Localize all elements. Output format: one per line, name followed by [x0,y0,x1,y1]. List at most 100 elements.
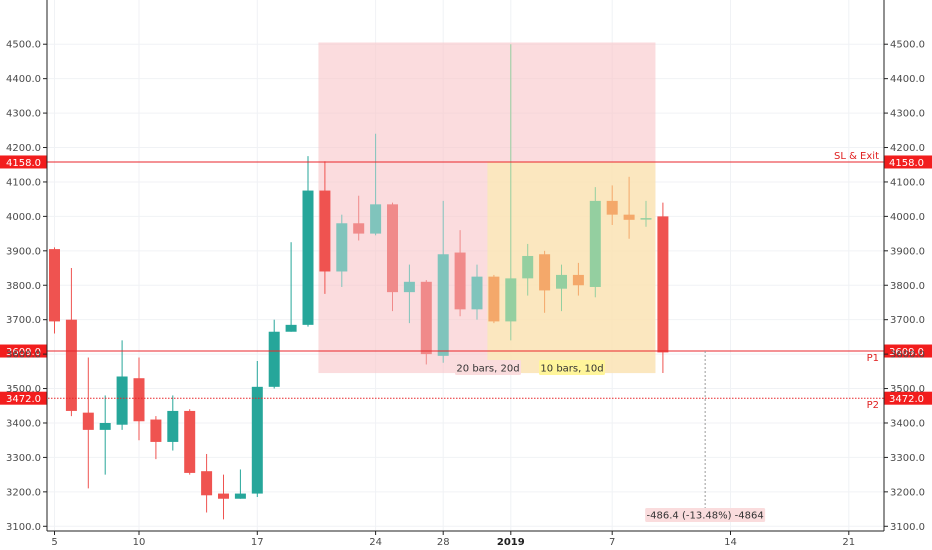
level-label: P1 [867,353,879,364]
candle[interactable] [657,202,669,374]
level-tag-left [0,391,47,405]
candle[interactable] [336,214,348,287]
candle[interactable] [184,409,196,475]
level-tag-left-text: 4158.0 [6,158,41,169]
candle-body [251,386,263,494]
x-tick-label: 14 [724,537,737,548]
candle[interactable] [572,262,584,296]
measure-label: -486.4 (-13.48%) -4864 [647,511,764,522]
candle[interactable] [302,156,314,327]
candle[interactable] [522,243,534,296]
candle[interactable] [420,280,432,365]
y-tick-label-right: 3700.0 [890,315,925,326]
candle-body [133,378,145,422]
candle[interactable] [471,264,483,320]
y-tick-label-right: 4200.0 [890,143,925,154]
candle-body [302,190,314,325]
measure-label-bg [645,508,766,522]
level-tag-left-text: 3609.0 [6,347,41,358]
zone-label-text: 20 bars, 20d [456,364,519,375]
y-tick-label-right: 4300.0 [890,109,925,120]
range-zone[interactable] [487,161,656,374]
axes: 3100.0 3100.0 3200.0 3200.0 3300.0 3300.0 3400… [6,0,925,548]
level-tag-right-text: 3609.0 [889,347,924,358]
level-tag-right [884,155,932,169]
candle[interactable] [218,474,229,520]
candle-body [572,274,584,286]
y-tick-label-right: 3100.0 [890,522,925,533]
candle-body [49,249,60,322]
candle[interactable] [65,268,77,417]
candle[interactable] [505,44,517,341]
candle[interactable] [387,202,398,312]
candle[interactable] [539,250,551,313]
price-level[interactable]: 3472.0 3472.0 P2 [0,391,932,412]
price-levels[interactable]: 4158.0 4158.0 SL & Exit 3609.0 3609.0 P1 3472.… [0,151,932,411]
candle[interactable] [234,469,246,499]
x-tick-label: 5 [51,537,57,548]
candle[interactable] [82,357,94,489]
candle-body [353,223,365,234]
y-tick-label-left: 3200.0 [6,487,41,498]
y-tick-label-right: 4400.0 [890,74,925,85]
zone-label-text: 10 bars, 10d [540,364,603,375]
y-tick-label-left: 4500.0 [6,40,41,51]
y-tick-label-left: 4400.0 [6,74,41,85]
candle[interactable] [201,453,213,513]
level-tag-right [884,391,932,405]
y-tick-label-right: 3900.0 [890,246,925,257]
y-tick-label-right: 3600.0 [890,350,925,361]
candle[interactable] [640,200,652,227]
candle[interactable] [167,395,179,451]
y-tick-label-left: 4000.0 [6,212,41,223]
candle-body [420,281,432,355]
candle-body [403,281,415,293]
x-tick-label: 10 [133,537,146,548]
candle[interactable] [556,264,567,312]
level-tag-right-text: 4158.0 [889,158,924,169]
level-label: SL & Exit [834,151,879,162]
candle-body [99,422,111,430]
candle[interactable] [133,357,145,441]
candle[interactable] [251,361,263,498]
candle[interactable] [99,395,111,475]
candle-body [116,376,128,425]
measure-annotation[interactable]: -486.4 (-13.48%) -4864 [645,351,766,522]
candle[interactable] [606,185,618,225]
candle[interactable] [623,176,635,239]
candle[interactable] [319,161,331,294]
candle-body [370,204,382,234]
candles[interactable] [49,44,669,520]
candle-body [589,200,601,287]
y-tick-label-left: 3300.0 [6,453,41,464]
candle-body [556,274,567,289]
y-tick-label-right: 3300.0 [890,453,925,464]
y-tick-label-left: 4100.0 [6,177,41,188]
measure-tool[interactable]: -486.4 (-13.48%) -4864 [645,351,766,522]
candle-body [606,200,618,215]
y-tick-label-left: 3700.0 [6,315,41,326]
price-level[interactable]: 3609.0 3609.0 P1 [0,344,932,365]
candle[interactable] [488,274,500,324]
candle[interactable] [370,133,382,236]
y-tick-label-right: 3400.0 [890,418,925,429]
y-tick-label-right: 3800.0 [890,281,925,292]
candle[interactable] [285,242,297,332]
candle[interactable] [353,195,365,241]
candle[interactable] [116,340,128,430]
candle[interactable] [454,230,466,317]
candle[interactable] [49,247,60,334]
candle-body [437,254,449,356]
candle[interactable] [589,187,601,298]
candle[interactable] [268,319,280,389]
candle[interactable] [403,264,415,324]
y-tick-label-right: 3200.0 [890,487,925,498]
candle[interactable] [437,200,449,363]
zone-label-bg [539,360,605,375]
candle[interactable] [150,416,162,460]
price-level[interactable]: 4158.0 4158.0 SL & Exit [0,151,932,169]
candle-body [285,324,297,332]
x-tick-label: 7 [609,537,615,548]
candle-body [539,254,551,291]
